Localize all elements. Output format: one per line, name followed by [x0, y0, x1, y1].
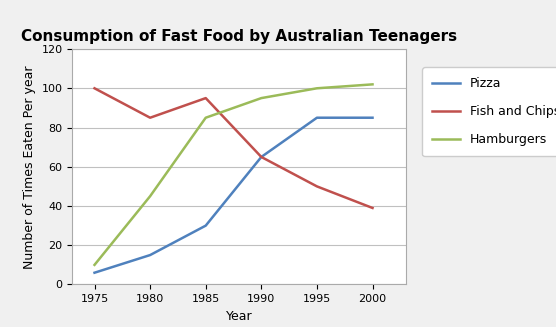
Hamburgers [202, 116, 209, 120]
X-axis label: Year: Year [226, 310, 252, 323]
Pizza [147, 253, 153, 257]
Line: Pizza: Pizza [95, 118, 373, 273]
Legend: Pizza, Fish and Chips, Hamburgers: Pizza, Fish and Chips, Hamburgers [422, 67, 556, 156]
Hamburgers [147, 194, 153, 198]
Hamburgers [258, 96, 265, 100]
Title: Consumption of Fast Food by Australian Teenagers: Consumption of Fast Food by Australian T… [21, 29, 457, 44]
Pizza [369, 116, 376, 120]
Pizza [202, 224, 209, 228]
Pizza [314, 116, 320, 120]
Fish and Chips [147, 116, 153, 120]
Hamburgers [369, 82, 376, 86]
Pizza [258, 155, 265, 159]
Fish and Chips [369, 206, 376, 210]
Line: Hamburgers: Hamburgers [95, 84, 373, 265]
Hamburgers [91, 263, 98, 267]
Y-axis label: Number of Times Eaten Per year: Number of Times Eaten Per year [23, 65, 36, 268]
Fish and Chips [314, 184, 320, 188]
Fish and Chips [258, 155, 265, 159]
Hamburgers [314, 86, 320, 90]
Fish and Chips [91, 86, 98, 90]
Fish and Chips [202, 96, 209, 100]
Line: Fish and Chips: Fish and Chips [95, 88, 373, 208]
Pizza [91, 271, 98, 275]
